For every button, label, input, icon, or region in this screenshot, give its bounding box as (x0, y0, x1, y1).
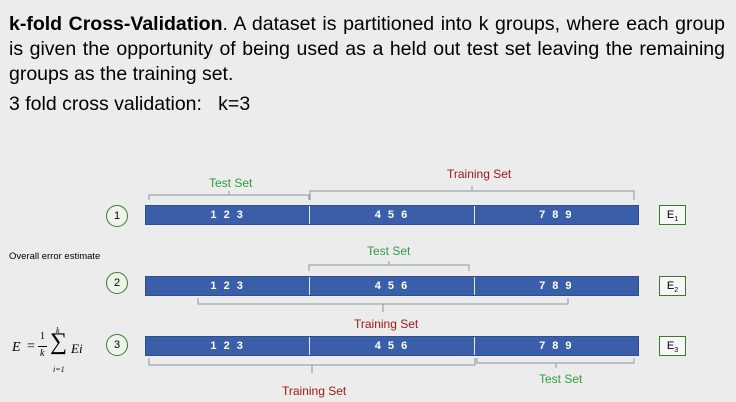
fold-bar: 1 2 3 4 5 6 7 8 9 (145, 276, 639, 296)
test-set-label: Test Set (367, 244, 411, 258)
fold-number: 1 (106, 205, 128, 227)
test-set-label: Test Set (539, 372, 583, 386)
fold-segment: 4 5 6 (310, 206, 475, 224)
training-set-label: Training Set (447, 167, 512, 181)
bracket-fold1-test (148, 191, 310, 200)
formula-term: Ei (71, 341, 83, 356)
fold-segment: 7 8 9 (539, 340, 574, 352)
bracket-fold2-test (308, 261, 470, 271)
bracket-fold2-train (197, 298, 569, 312)
fold-segment: 1 2 3 (146, 277, 311, 295)
sum-lower: i=1 (53, 365, 65, 374)
subheading: 3 fold cross validation: k=3 (9, 93, 251, 115)
error-box: E1 (659, 205, 686, 225)
sum-icon: ∑ (50, 329, 68, 355)
fold-segment: 7 8 9 (539, 280, 574, 292)
error-label: E (666, 280, 675, 292)
error-subscript: 2 (674, 287, 679, 295)
error-box: E3 (659, 336, 686, 356)
error-label: E (666, 340, 675, 352)
fold-segment: 1 2 3 (146, 206, 311, 224)
overall-error-label: Overall error estimate (9, 251, 101, 262)
bracket-fold1-train (309, 186, 635, 200)
definition-text: . A dataset is partitioned into k groups… (9, 13, 726, 85)
fold-segment: 4 5 6 (310, 277, 475, 295)
error-subscript: 1 (674, 216, 679, 224)
fraction-bar (38, 346, 47, 347)
training-set-label: Training Set (282, 384, 347, 398)
definition-paragraph: k-fold Cross-Validation. A dataset is pa… (9, 12, 725, 87)
test-set-label: Test Set (209, 176, 253, 190)
definition-term: k-fold Cross-Validation (9, 13, 223, 35)
error-box: E2 (659, 276, 686, 296)
formula-lhs: E (12, 340, 21, 355)
fold-segment: 1 2 3 (146, 337, 311, 355)
training-set-label: Training Set (354, 317, 419, 331)
formula-numerator: 1 (40, 331, 45, 342)
fold-segment: 7 8 9 (539, 209, 574, 221)
error-subscript: 3 (674, 347, 679, 355)
sum-upper: k (56, 326, 60, 335)
error-label: E (666, 209, 675, 221)
fold-segment: 4 5 6 (310, 337, 475, 355)
fold-bar: 1 2 3 4 5 6 7 8 9 (145, 336, 639, 356)
fold-bar: 1 2 3 4 5 6 7 8 9 (145, 205, 639, 225)
bracket-fold3-train (148, 358, 476, 373)
bracket-fold3-test (476, 358, 635, 368)
fold-number: 2 (106, 272, 128, 294)
formula-denominator: k (40, 348, 45, 359)
formula-equals: = (27, 339, 35, 354)
fold-number: 3 (106, 334, 128, 356)
